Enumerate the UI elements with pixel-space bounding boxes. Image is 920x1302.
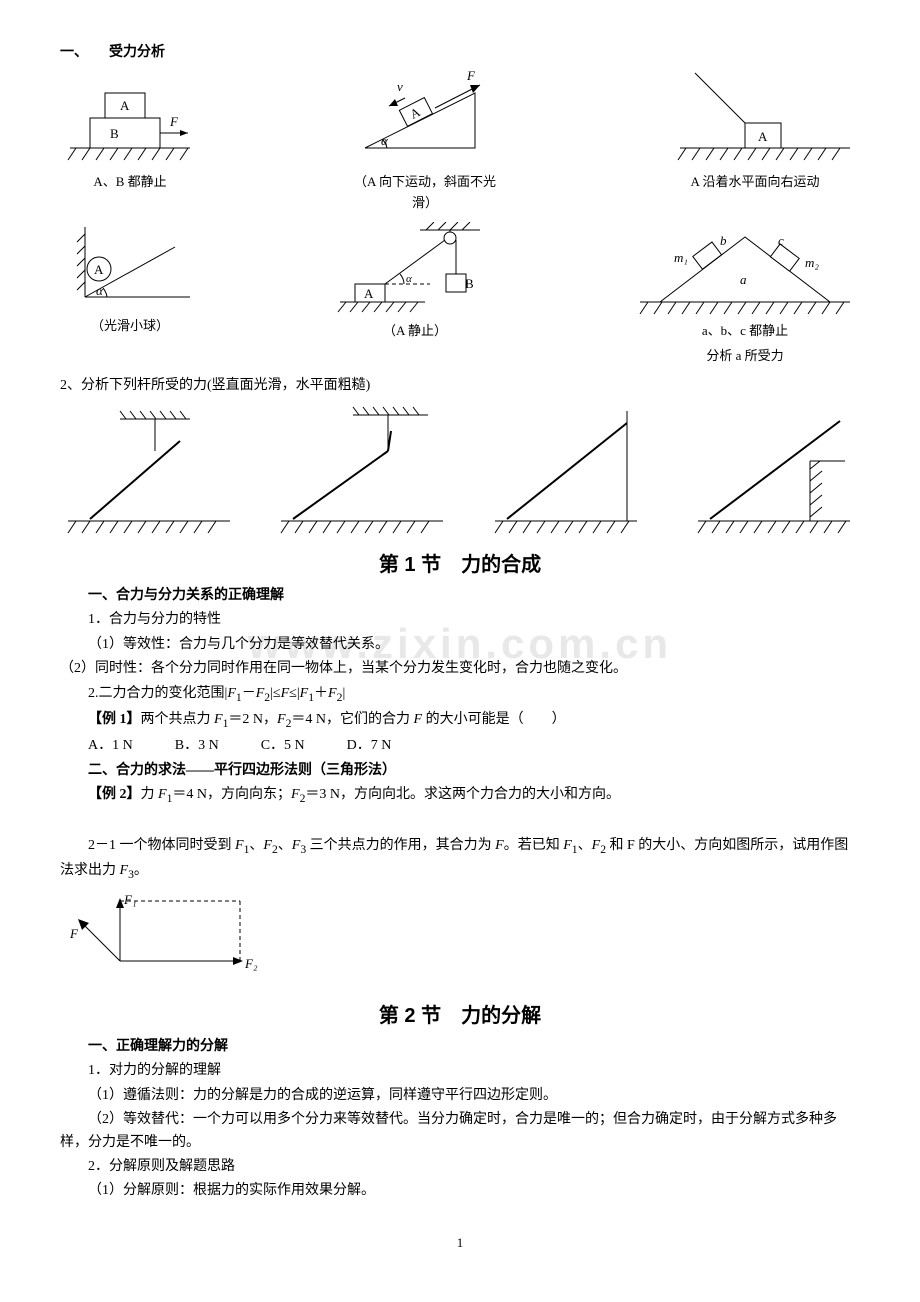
label-F: F	[169, 114, 179, 129]
label-A4: A	[94, 262, 104, 277]
rod-diagram-1	[60, 401, 240, 541]
caption-4: （光滑小球）	[91, 316, 169, 337]
diagram-2: α A v F （A 向下运动，斜面不光滑）	[345, 68, 505, 214]
label-c: c	[778, 233, 784, 248]
rod-diagram-4	[690, 401, 860, 541]
vec-f2-label: F₂	[244, 956, 258, 971]
s1-p2: （1）等效性：合力与几个分力是等效替代关系。	[60, 634, 860, 656]
example-2: 【例 2】力 F1＝4 N，方向向东；F2＝3 N，方向向北。求这两个力合力的大…	[60, 784, 860, 808]
vec-f-label: F	[69, 926, 79, 941]
caption-6a: a、b、c 都静止	[702, 321, 788, 342]
s2-p4: 2．分解原则及解题思路	[60, 1156, 860, 1178]
page-number: 1	[60, 1233, 860, 1254]
label-m2: m₂	[805, 255, 819, 270]
label-v: v	[397, 79, 403, 94]
label-F2: F	[466, 68, 476, 83]
label-alpha: α	[381, 133, 389, 148]
vec-f1-label: F₁	[123, 892, 136, 907]
s2-p3: （2）等效替代：一个力可以用多个分力来等效替代。当分力确定时，合力是唯一的；但合…	[60, 1109, 860, 1154]
diagram-row-2: α A （光滑小球）	[60, 222, 860, 367]
question-2-1: 2－1 一个物体同时受到 F1、F2、F3 三个共点力的作用，其合力为 F。若已…	[60, 835, 860, 884]
label-alpha5: α	[406, 273, 412, 285]
s1-p4: 2.二力合力的变化范围|F1－F2|≤F≤|F1＋F2|	[60, 683, 860, 707]
label-B: B	[110, 126, 119, 141]
question-2: 2、分析下列杆所受的力(竖直面光滑，水平面粗糙)	[60, 375, 860, 397]
s1-p1: 1．合力与分力的特性	[60, 609, 860, 631]
s2-h1: 一、正确理解力的分解	[60, 1036, 860, 1058]
s1-h2: 二、合力的求法——平行四边形法则（三角形法）	[60, 760, 860, 782]
rod-diagram-row	[60, 401, 860, 541]
example-1: 【例 1】两个共点力 F1＝2 N，F2＝4 N，它们的合力 F 的大小可能是（…	[60, 709, 860, 733]
label-B5: B	[465, 276, 474, 291]
diagram-6: a b c m₁ m₂ a、b、c 都静止 分析 a 所受力	[630, 222, 860, 367]
vector-diagram: F₁ F₂ F	[60, 886, 860, 996]
label-A: A	[120, 98, 130, 113]
s1-p3: （2）同时性：各个分力同时作用在同一物体上，当某个分力发生变化时，合力也随之变化…	[60, 658, 860, 680]
caption-5: （A 静止）	[383, 321, 447, 342]
caption-3: A 沿着水平面向右运动	[691, 172, 820, 193]
diagram-row-1: B A F A、B 都静止 α A v	[60, 68, 860, 214]
s2-p1: 1．对力的分解的理解	[60, 1060, 860, 1082]
section1-title: 第 1 节 力的合成	[60, 549, 860, 581]
s2-p5: （1）分解原则：根据力的实际作用效果分解。	[60, 1180, 860, 1202]
diagram-1: B A F A、B 都静止	[60, 68, 200, 193]
label-A5: A	[364, 286, 374, 301]
diagram-4: α A （光滑小球）	[60, 222, 200, 337]
diagram-5: A α B （A 静止）	[330, 222, 500, 342]
label-m1: m₁	[674, 250, 688, 265]
diagram-3: A A 沿着水平面向右运动	[650, 68, 860, 193]
example-1-options: A．1 N B．3 N C．5 N D．7 N	[60, 735, 860, 757]
rod-diagram-2	[273, 401, 453, 541]
section2-title: 第 2 节 力的分解	[60, 1000, 860, 1032]
label-A3: A	[758, 129, 768, 144]
label-alpha4: α	[96, 283, 104, 298]
label-a: a	[740, 272, 747, 287]
rod-diagram-3	[487, 401, 657, 541]
caption-1: A、B 都静止	[93, 172, 166, 193]
caption-2: （A 向下运动，斜面不光滑）	[350, 172, 500, 214]
heading-force-analysis: 一、 受力分析	[60, 42, 860, 64]
s2-p2: （1）遵循法则：力的分解是力的合成的逆运算，同样遵守平行四边形定则。	[60, 1085, 860, 1107]
caption-6b: 分析 a 所受力	[706, 346, 783, 367]
s1-h1: 一、合力与分力关系的正确理解	[60, 585, 860, 607]
label-b: b	[720, 233, 727, 248]
